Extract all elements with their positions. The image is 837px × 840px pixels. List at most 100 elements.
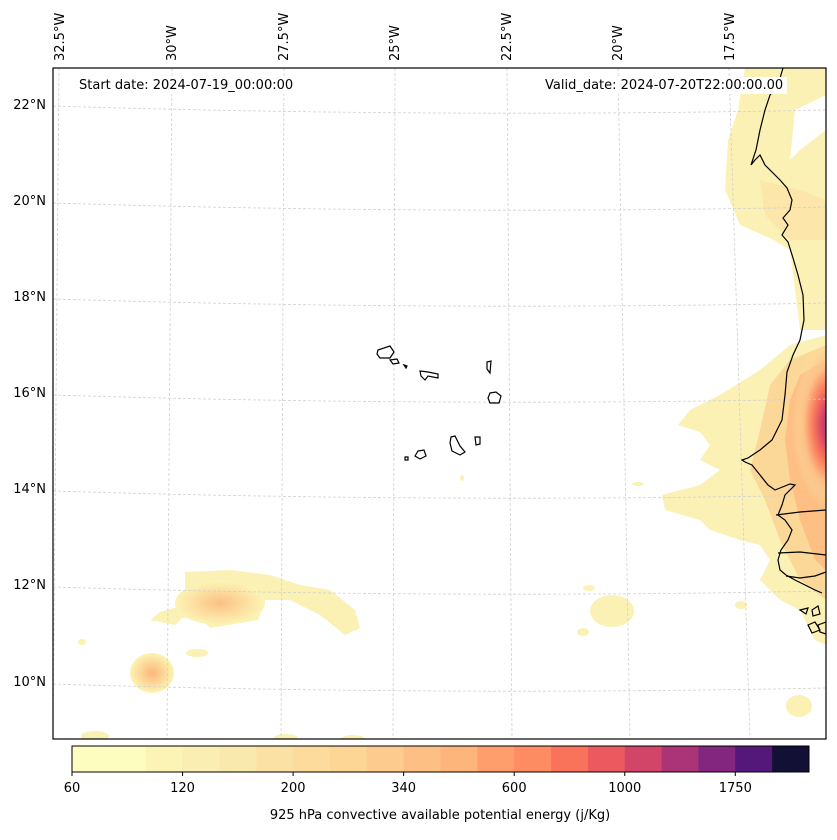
cape-patch-small-a [186,649,208,657]
gridline-lat-10n [53,683,826,692]
cape-patch-small-f [735,601,747,609]
colorbar-segment [735,746,773,772]
lon-label-32-5w: 32.5°W [53,12,68,61]
island-brava [404,456,409,461]
island-sao-nicolau [419,370,439,381]
gridline-lon-27-5w [280,68,285,739]
colorbar-segment [366,746,405,772]
colorbar-segment [440,746,478,772]
valid-date-label: Valid_date: 2024-07-20T22:00:00.00 [541,77,788,94]
colorbar-tick-label: 60 [63,781,81,796]
cape-patch-small-h [460,475,464,481]
cape-patch-bottom-b [274,734,298,739]
lat-label-18n: 18°N [13,290,46,305]
island-fogo [414,449,427,460]
cape-gap-mauritania [790,95,826,160]
colorbar-segment [661,746,699,772]
gridline-lon-17-5w [728,68,751,739]
colorbar-segment [514,746,552,772]
lon-label-20w: 20°W [611,25,626,61]
lon-label-17-5w: 17.5°W [723,12,738,61]
cape-patch-30w-10n [130,653,174,693]
lat-label-10n: 10°N [13,675,46,690]
colorbar-label: 925 hPa convective available potential e… [269,808,611,823]
colorbar-segment [624,746,663,772]
colorbar-tick-label: 120 [170,781,195,796]
colorbar-frame [71,745,810,773]
cape-patch-small-c [590,595,634,627]
start-date-label: Start date: 2024-07-19_00:00:00 [75,77,298,94]
map-frame [52,67,827,740]
colorbar-tick-label: 1000 [608,781,642,796]
cape-patch-small-b [78,639,86,645]
lon-label-27-5w: 27.5°W [277,12,292,61]
gridline-lat-14n [53,490,826,499]
coastline-bijagos-4 [817,621,826,635]
colorbar-segment [698,746,736,772]
gridline-lon-32-5w [53,68,60,739]
cape-region-mauritania-warm [760,180,826,240]
colorbar-tick-label: 200 [280,781,306,796]
cape-patch-small-d [583,585,595,591]
cape-field [53,68,826,739]
gridline-lon-22-5w [506,68,513,739]
colorbar-segment [477,746,515,772]
coastline-gambia [775,509,826,516]
coastline-bijagos-2 [811,605,821,617]
colorbar [72,746,810,772]
gridline-lat-12n [53,586,826,595]
colorbar-tick-label: 1750 [718,781,752,796]
colorbar-segment [293,746,331,772]
gridline-lon-30w [166,68,173,739]
island-santa-luzia [402,363,408,370]
colorbar-segment [108,746,147,772]
lat-label-22n: 22°N [13,98,46,113]
cape-patch-small-i [632,482,644,486]
colorbar-segment [145,746,184,772]
cape-patch-small-e [577,628,589,636]
gridline-lat-16n [53,394,826,403]
colorbar-ticks [71,772,736,776]
lat-label-20n: 20°N [13,194,46,209]
cape-patch-small-g [786,695,812,717]
lon-label-25w: 25°W [388,25,403,61]
lat-label-12n: 12°N [13,578,46,593]
lon-label-22-5w: 22.5°W [500,12,515,61]
gridline-lat-22n [53,105,826,114]
coastline-casamance [777,551,826,556]
coastlines [376,68,826,635]
island-sal [486,360,492,375]
coastline-west-africa [740,68,823,594]
gridline-lon-20w [617,68,631,739]
island-santo-antao [376,345,395,359]
island-maio [474,436,481,446]
coastline-guinea-bissau [785,571,826,579]
colorbar-segment [772,746,810,772]
map-background [53,68,826,739]
gridlines [53,68,826,739]
cape-max-senegal [792,340,826,510]
colorbar-segment [329,746,368,772]
gridline-lon-25w [392,68,396,739]
gridline-lat-18n [53,298,826,307]
colorbar-tick-label: 600 [501,781,527,796]
island-sao-vicente [388,358,400,365]
cape-patch-bottom-c [341,735,365,739]
colorbar-segment [256,746,294,772]
island-boa-vista [487,391,502,404]
cape-patch-27w-12n [175,581,265,625]
colorbar-segment [72,746,110,772]
lon-label-30w: 30°W [165,25,180,61]
island-santiago [449,435,466,456]
coastline-bijagos-1 [798,607,809,615]
colorbar-segment [551,746,589,772]
colorbar-segment [587,746,626,772]
colorbar-tick-label: 340 [391,781,417,796]
lat-label-14n: 14°N [13,482,46,497]
colorbar-segment [182,746,220,772]
gridline-lat-20n [53,202,826,211]
colorbar-segment [403,746,441,772]
lat-label-16n: 16°N [13,386,46,401]
